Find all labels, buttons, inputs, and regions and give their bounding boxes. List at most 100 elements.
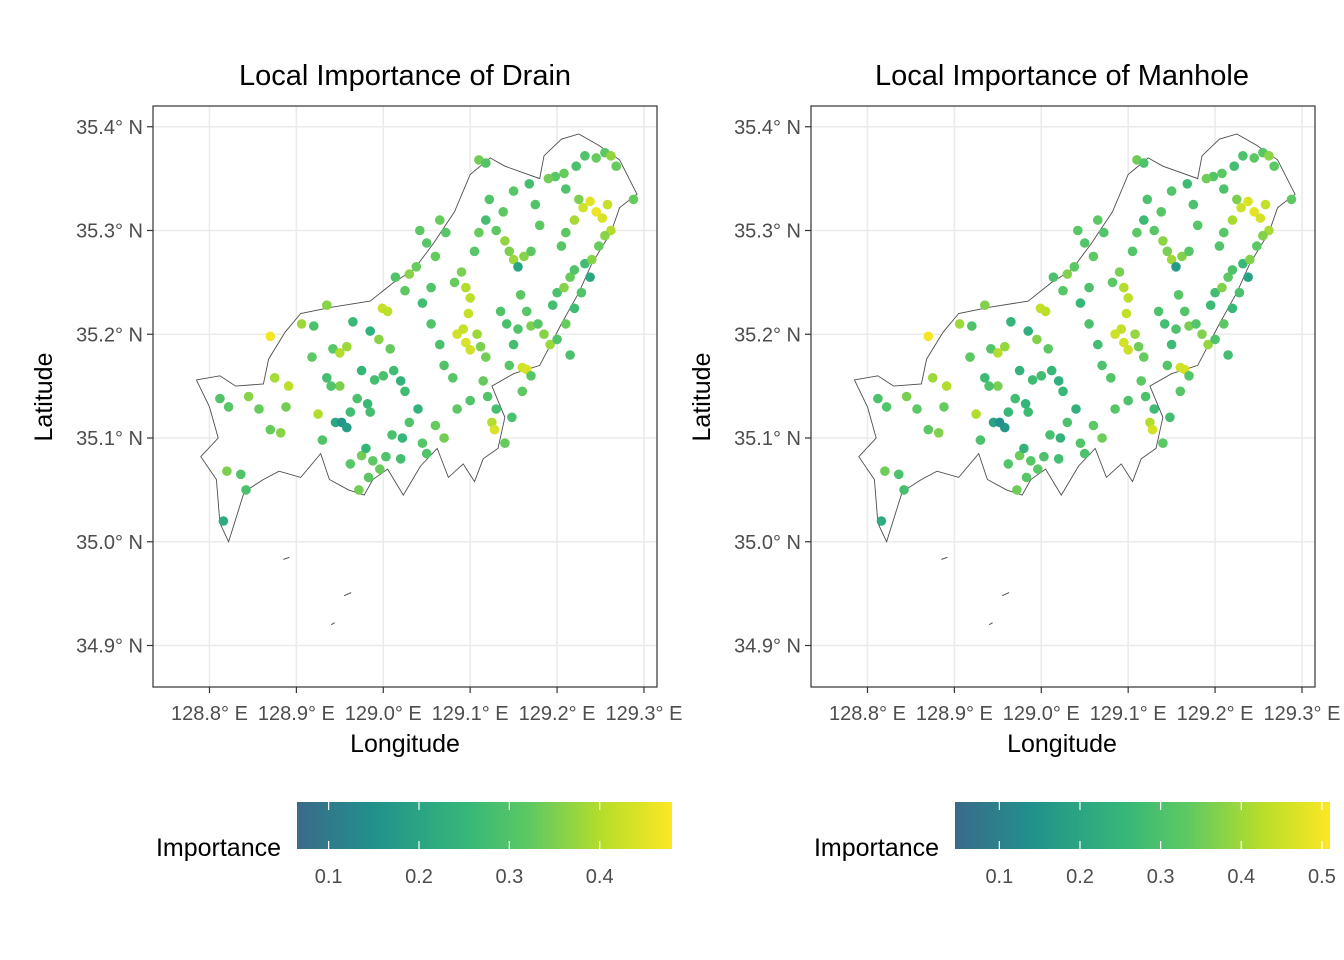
data-point xyxy=(508,254,519,265)
data-point xyxy=(1139,352,1149,362)
data-point xyxy=(912,404,922,414)
data-point xyxy=(222,466,232,477)
data-point xyxy=(1243,196,1253,207)
colorbar-tick-label: 0.5 xyxy=(1308,866,1336,888)
data-point xyxy=(569,303,580,314)
data-point xyxy=(585,272,595,283)
data-point xyxy=(413,404,423,414)
x-tick-label: 128.9° E xyxy=(258,703,335,725)
data-point xyxy=(901,391,912,402)
data-point xyxy=(971,409,981,419)
data-point xyxy=(1139,215,1149,225)
data-point xyxy=(390,272,401,283)
data-point xyxy=(980,373,990,383)
data-point xyxy=(1158,438,1168,449)
data-point xyxy=(362,399,373,409)
x-tick-label: 128.8° E xyxy=(171,703,248,725)
x-tick-label: 129.0° E xyxy=(345,703,422,725)
data-point xyxy=(439,360,449,371)
data-point xyxy=(1036,371,1047,381)
data-point xyxy=(1175,386,1186,397)
data-point xyxy=(1110,404,1120,414)
data-point xyxy=(1201,173,1212,184)
colorbar xyxy=(297,802,672,849)
y-tick-label: 35.1° N xyxy=(734,428,801,450)
data-point xyxy=(585,196,595,207)
data-point xyxy=(1014,450,1025,461)
data-point xyxy=(587,254,597,265)
x-tick-label: 129.1° E xyxy=(1090,703,1167,725)
coastline xyxy=(853,133,1296,626)
data-point xyxy=(602,199,613,210)
y-axis: 34.9° N 35.0° N 35.1° N 35.2° N 35.3° N 35.4°… xyxy=(76,117,153,658)
data-point xyxy=(526,371,536,381)
data-point xyxy=(574,194,584,205)
data-point xyxy=(1123,345,1133,355)
data-point xyxy=(1210,287,1220,298)
data-point xyxy=(449,277,460,288)
data-point xyxy=(356,365,367,376)
data-point xyxy=(1062,269,1073,279)
data-point xyxy=(927,373,938,383)
data-point xyxy=(326,381,336,391)
data-point xyxy=(395,376,406,386)
data-point xyxy=(482,391,493,402)
data-point xyxy=(322,300,332,311)
data-point xyxy=(1099,227,1109,238)
data-point xyxy=(986,344,996,354)
x-tick-label: 129.3° E xyxy=(1263,703,1340,725)
data-point xyxy=(1171,324,1181,334)
data-point xyxy=(415,225,425,236)
data-point xyxy=(430,420,441,431)
data-point xyxy=(545,339,555,350)
data-point xyxy=(513,262,523,272)
data-point xyxy=(348,317,358,327)
data-point xyxy=(923,424,934,435)
data-point xyxy=(1219,227,1229,238)
data-point xyxy=(481,352,491,362)
data-point xyxy=(500,236,510,246)
data-point xyxy=(1136,376,1146,386)
data-point xyxy=(342,341,352,352)
data-point xyxy=(223,402,234,412)
data-point xyxy=(1179,306,1190,317)
data-point xyxy=(400,285,410,296)
x-tick-label: 128.9° E xyxy=(916,703,993,725)
y-tick-label: 35.3° N xyxy=(76,221,143,243)
data-point xyxy=(1075,298,1086,308)
data-points xyxy=(873,147,1297,526)
data-point xyxy=(1227,265,1238,275)
data-point xyxy=(899,485,909,495)
data-point xyxy=(1223,272,1233,283)
data-point xyxy=(1114,267,1125,277)
data-point xyxy=(421,238,432,248)
data-point xyxy=(881,402,892,412)
data-point xyxy=(1039,451,1049,462)
y-tick-label: 35.1° N xyxy=(76,428,143,450)
x-tick-label: 129.3° E xyxy=(605,703,682,725)
data-point xyxy=(345,407,356,417)
data-point xyxy=(365,326,376,336)
data-point xyxy=(1133,341,1144,352)
data-point xyxy=(487,417,497,428)
data-point xyxy=(552,287,562,298)
data-point xyxy=(404,269,415,279)
data-point xyxy=(368,456,378,466)
y-tick-label: 35.2° N xyxy=(76,324,143,346)
data-point xyxy=(1084,319,1094,329)
data-point xyxy=(411,262,422,272)
data-point xyxy=(378,371,389,381)
data-point xyxy=(504,246,515,257)
data-point xyxy=(463,308,474,319)
data-point xyxy=(1142,194,1153,205)
data-point xyxy=(345,459,356,469)
data-point xyxy=(580,258,590,269)
data-point xyxy=(594,241,604,251)
data-point xyxy=(1110,329,1120,340)
data-point xyxy=(530,199,541,210)
data-point xyxy=(342,422,352,433)
y-tick-label: 35.4° N xyxy=(76,117,143,139)
data-point xyxy=(1121,308,1132,319)
y-axis: 34.9° N 35.0° N 35.1° N 35.2° N 35.3° N 35.4°… xyxy=(734,117,811,658)
